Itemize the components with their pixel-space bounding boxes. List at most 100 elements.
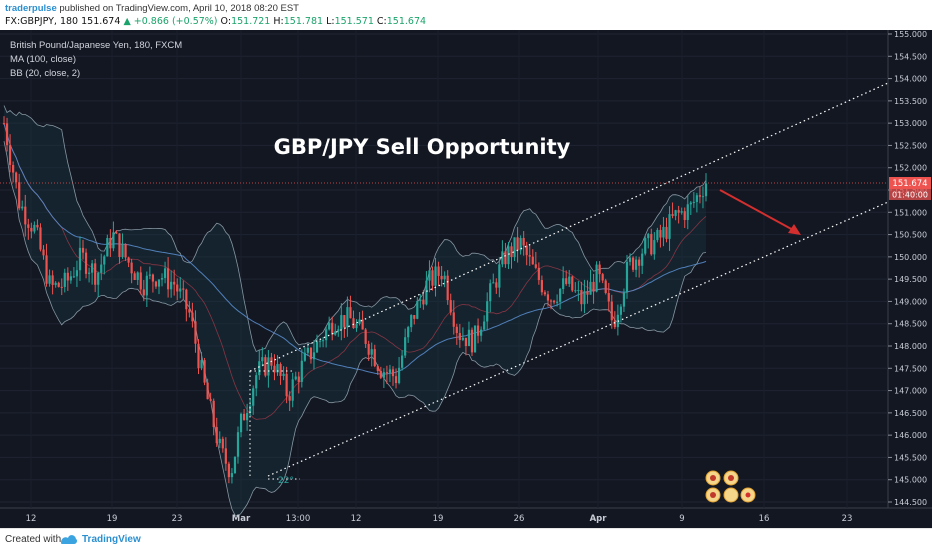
- candle-body: [227, 463, 230, 478]
- candle-body: [455, 326, 458, 334]
- candle-body: [203, 360, 206, 383]
- y-tick-label: 154.000: [894, 75, 927, 84]
- x-tick-label: Mar: [232, 514, 251, 524]
- candle-body: [154, 281, 158, 287]
- candle-body: [546, 294, 550, 301]
- candle-body: [288, 396, 291, 401]
- candle-body: [42, 249, 45, 256]
- candle-body: [483, 321, 486, 330]
- y-tick-label: 152.000: [894, 164, 927, 173]
- y-tick-label: 150.500: [894, 231, 927, 240]
- y-tick-label: 153.500: [894, 97, 927, 106]
- candle-body: [349, 307, 352, 319]
- publisher-name[interactable]: traderpulse: [5, 3, 57, 14]
- candle-body: [179, 288, 182, 292]
- candle-body: [309, 347, 313, 360]
- candle-body: [698, 195, 702, 197]
- candle-body: [264, 357, 267, 376]
- candle-body: [528, 255, 531, 257]
- legend-ma[interactable]: MA (100, close): [10, 54, 76, 65]
- candle-body: [69, 276, 72, 281]
- candle-body: [48, 275, 51, 284]
- candle-body: [45, 255, 48, 284]
- candle-body: [8, 145, 12, 165]
- candle-body: [103, 256, 106, 265]
- candle-body: [522, 238, 525, 246]
- candle-body: [127, 257, 130, 263]
- candle-body: [97, 272, 100, 285]
- candle-body: [112, 232, 115, 249]
- candle-body: [5, 123, 9, 146]
- candle-body: [170, 281, 173, 290]
- candle-body: [94, 263, 97, 285]
- candle-body: [674, 210, 677, 216]
- candle-body: [461, 337, 464, 340]
- x-tick-label: 12: [26, 514, 37, 524]
- candle-body: [555, 301, 559, 303]
- candle-body: [437, 266, 440, 276]
- tradingview-brand[interactable]: TradingView: [82, 534, 141, 545]
- tradingview-logo-icon[interactable]: [60, 532, 78, 546]
- candle-body: [328, 322, 331, 330]
- legend-bb[interactable]: BB (20, close, 2): [10, 68, 80, 79]
- y-tick-label: 155.000: [894, 30, 927, 39]
- close-label: C:: [376, 16, 387, 27]
- overlays: [0, 82, 889, 480]
- candle-body: [659, 229, 662, 238]
- current-price-tag: [889, 177, 931, 189]
- candle-body: [394, 376, 398, 384]
- bb-fill: [4, 105, 706, 517]
- publication-line: traderpulse published on TradingView.com…: [5, 3, 299, 14]
- candle-body: [680, 211, 683, 213]
- candle-body: [252, 388, 255, 406]
- candle-body: [464, 337, 468, 347]
- open-value: 151.721: [231, 16, 271, 27]
- candle-body: [446, 275, 449, 301]
- candle-body: [331, 322, 334, 335]
- price-chart[interactable]: 155.000 154.500 154.000 153.500 153.000 152.5…: [0, 30, 932, 528]
- candle-body: [370, 349, 373, 355]
- symbol-line: FX:GBPJPY, 180 151.674 ▲ +0.866 (+0.57%)…: [5, 16, 426, 27]
- candle-body: [194, 321, 197, 344]
- candle-body: [24, 206, 27, 225]
- candle-body: [87, 272, 91, 274]
- candle-body: [513, 237, 516, 258]
- candle-body: [379, 370, 382, 378]
- candle-body: [258, 361, 261, 376]
- moving-average: [3, 123, 707, 375]
- candle-body: [601, 274, 604, 281]
- x-tick-label: 19: [107, 514, 118, 524]
- event-flags[interactable]: [705, 470, 756, 503]
- y-tick-label: 146.500: [894, 409, 927, 418]
- x-tick-label: 23: [842, 514, 853, 524]
- candle-body: [84, 252, 88, 274]
- candle-body: [78, 247, 82, 271]
- candle-body: [434, 266, 437, 286]
- candle-body: [321, 340, 325, 342]
- x-tick-label: 9: [679, 514, 684, 524]
- candle-body: [404, 337, 407, 356]
- x-tick-label: 12: [351, 514, 362, 524]
- channel-lower: [267, 201, 889, 477]
- candle-body: [428, 270, 431, 281]
- candle-body: [157, 279, 161, 287]
- candle-body: [401, 355, 404, 368]
- candle-body: [18, 182, 21, 209]
- candle-body: [148, 274, 151, 276]
- candle-body: [452, 312, 455, 327]
- candle-body: [507, 246, 510, 265]
- candle-body: [519, 238, 522, 251]
- candle-body: [631, 257, 635, 270]
- candle-body: [163, 268, 167, 278]
- candle-body: [458, 333, 461, 340]
- y-tick-label: 151.000: [894, 208, 927, 217]
- y-tick-label: 153.000: [894, 119, 927, 128]
- candle-body: [373, 349, 376, 367]
- candle-body: [57, 282, 60, 287]
- candle-body: [665, 226, 668, 239]
- candle-body: [261, 357, 264, 362]
- candle-body: [622, 292, 626, 307]
- candle-body: [145, 275, 148, 296]
- candle-body: [480, 329, 483, 336]
- candle-body: [133, 273, 136, 280]
